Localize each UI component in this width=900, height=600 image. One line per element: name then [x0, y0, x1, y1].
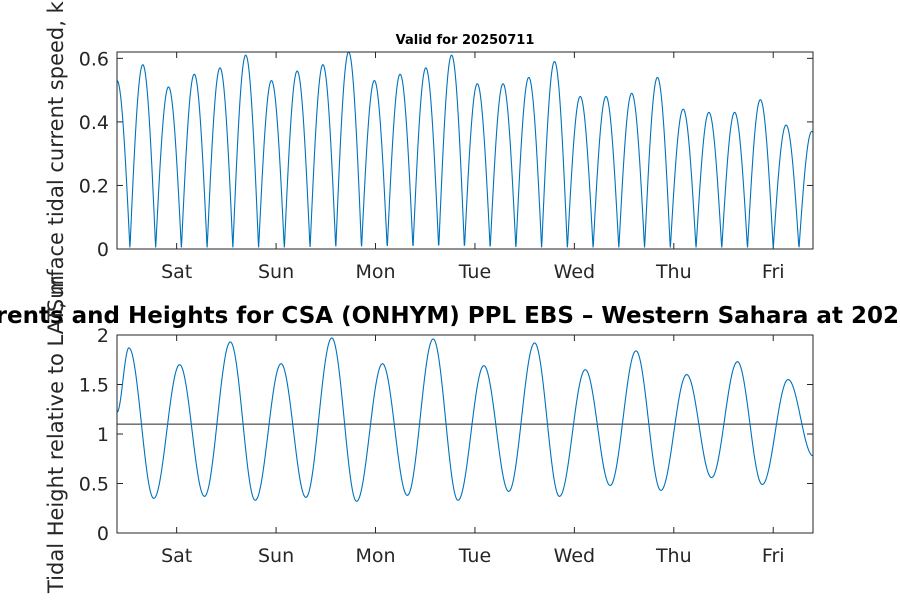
current-speed-line — [116, 51, 814, 248]
tidal-y-axis-label: Tidal Height relative to LAT, m — [44, 275, 68, 594]
current-y-tick-label: 0.4 — [79, 112, 109, 134]
tidal-y-tick-label: 2 — [97, 325, 109, 347]
current-day-label: Tue — [458, 261, 491, 283]
current-day-label: Mon — [355, 261, 395, 283]
tidal-chart-title: Currents and Heights for CSA (ONHYM) PPL… — [0, 303, 900, 329]
tidal-height-series — [116, 337, 814, 502]
tidal-y-tick-label: 0.5 — [79, 474, 109, 496]
current-day-label: Sun — [258, 261, 294, 283]
tidal-y-tick-label: 1.5 — [79, 375, 109, 397]
current-day-label: Wed — [554, 261, 595, 283]
current-y-tick-label: 0 — [97, 239, 109, 261]
tidal-day-label: Sat — [161, 545, 192, 567]
tidal-y-tick-label: 0 — [97, 523, 109, 545]
tidal-day-label: Wed — [554, 545, 595, 567]
current-chart-title: Valid for 20250711 — [396, 33, 535, 48]
current-speed-chart: Valid for 20250711 Surface tidal current… — [44, 0, 814, 312]
current-y-tick-label: 0.6 — [79, 48, 109, 70]
current-day-label: Thu — [655, 261, 692, 283]
tidal-y-tick-label: 1 — [97, 424, 109, 446]
current-ticks: 0 0.2 0.4 0.6 Sat Sun Mon Tue Wed Thu Fri — [79, 48, 813, 283]
current-day-label: Fri — [762, 261, 785, 283]
tidal-day-label: Tue — [458, 545, 491, 567]
current-speed-series — [116, 51, 814, 248]
tidal-day-label: Mon — [355, 545, 395, 567]
tidal-height-line — [116, 337, 814, 502]
tidal-day-label: Thu — [655, 545, 692, 567]
current-y-tick-label: 0.2 — [79, 175, 109, 197]
tidal-day-label: Fri — [762, 545, 785, 567]
current-y-axis-label: Surface tidal current speed, kn — [44, 0, 68, 312]
tidal-axes-box — [116, 334, 814, 534]
tidal-ticks: 0 0.5 1 1.5 2 Sat Sun Mon Tue Wed Thu Fri — [79, 325, 813, 567]
current-day-label: Sat — [161, 261, 192, 283]
tidal-day-label: Sun — [258, 545, 294, 567]
tidal-height-chart: Currents and Heights for CSA (ONHYM) PPL… — [0, 275, 900, 594]
current-axes-box — [116, 51, 814, 250]
